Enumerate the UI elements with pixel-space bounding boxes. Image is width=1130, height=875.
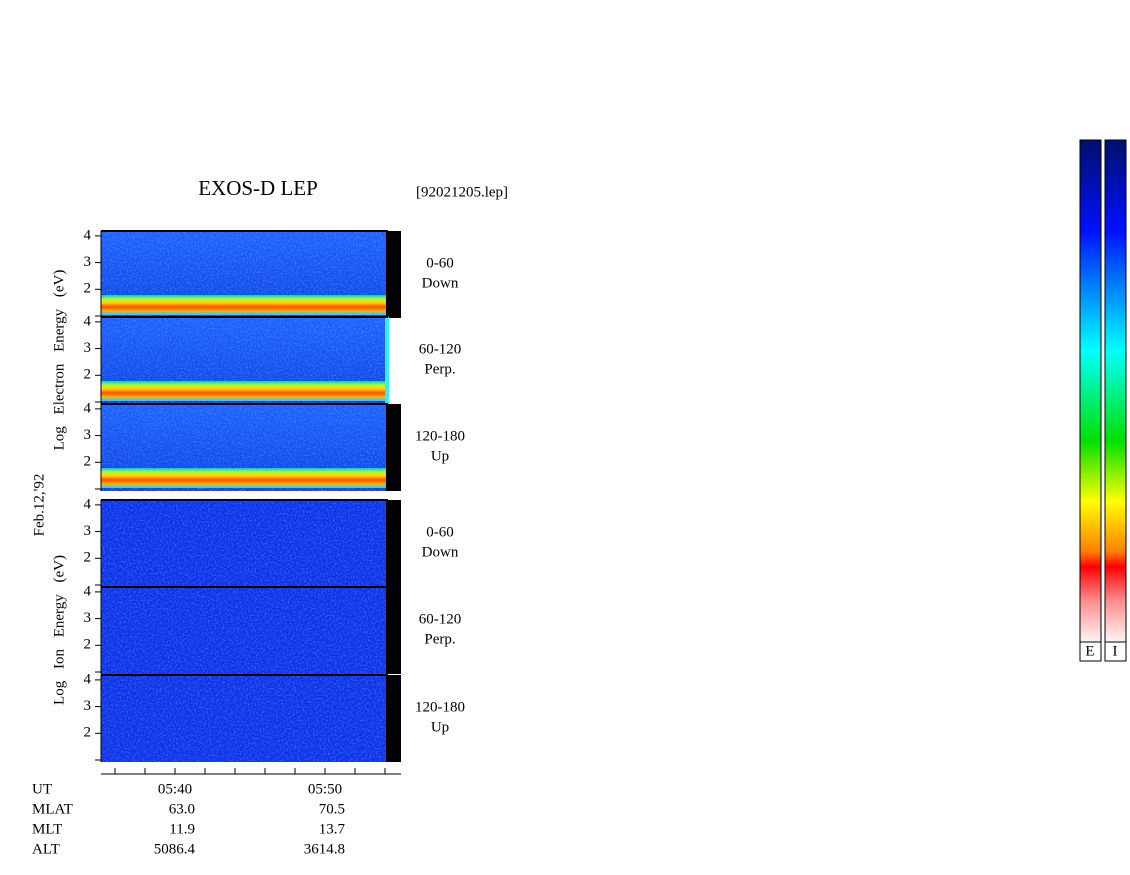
color-bar-box (1104, 641, 1127, 662)
spectrogram-band (101, 468, 388, 488)
data-gap (386, 404, 401, 491)
panel-direction: Down (422, 544, 459, 560)
y-tick-label: 2 (84, 725, 92, 741)
row-label: MLT (32, 821, 62, 837)
spectrogram-noise (101, 587, 388, 674)
data-gap (386, 231, 401, 318)
color-bar-label: E (1085, 643, 1094, 659)
y-tick-label: 3 (84, 427, 92, 443)
panel-direction: Perp. (424, 631, 455, 647)
row-value: 5086.4 (154, 841, 196, 857)
spectrogram-noise (101, 500, 388, 587)
panel-range: 60-120 (419, 341, 462, 357)
y-tick-label: 2 (84, 550, 92, 566)
y-tick-label: 4 (84, 671, 92, 687)
row-value: 05:40 (158, 781, 192, 797)
panel-range: 60-120 (419, 611, 462, 627)
data-gap (386, 587, 401, 674)
data-gap (385, 317, 389, 404)
panel-range: 120-180 (415, 699, 465, 715)
y-tick-label: 3 (84, 698, 92, 714)
file-name: [92021205.lep] (416, 184, 508, 200)
y-tick-label: 2 (84, 454, 92, 470)
panel-direction: Up (431, 448, 449, 464)
date: Feb.12,'92 (31, 474, 47, 537)
row-label: ALT (32, 841, 60, 857)
title: EXOS-D LEP (198, 176, 318, 200)
spectrogram-noise (101, 675, 388, 762)
y-axis-label: Log Ion Energy (eV) (51, 555, 67, 705)
y-tick-label: 3 (84, 340, 92, 356)
panel-direction: Up (431, 719, 449, 735)
y-tick-label: 4 (84, 227, 92, 243)
row-value: 70.5 (319, 801, 345, 817)
panel-direction: Down (422, 275, 459, 291)
panel-range: 0-60 (426, 255, 454, 271)
y-tick-label: 3 (84, 610, 92, 626)
color-bar (1079, 139, 1102, 643)
color-bar-label: I (1113, 643, 1118, 659)
y-tick-label: 2 (84, 367, 92, 383)
data-gap (386, 675, 401, 762)
y-tick-label: 4 (84, 496, 92, 512)
row-value: 13.7 (319, 821, 346, 837)
panel-range: 0-60 (426, 524, 454, 540)
y-axis-label: Log Electron Energy (eV) (51, 270, 67, 451)
y-tick-label: 3 (84, 254, 92, 270)
row-value: 11.9 (169, 821, 195, 837)
color-bar-box (1079, 641, 1102, 662)
panel-range: 120-180 (415, 428, 465, 444)
y-tick-label: 4 (84, 400, 92, 416)
row-value: 63.0 (169, 801, 195, 817)
row-label: MLAT (32, 801, 73, 817)
panel-direction: Perp. (424, 361, 455, 377)
data-gap (386, 500, 401, 587)
y-tick-label: 2 (84, 281, 92, 297)
row-label: UT (32, 781, 52, 797)
color-bar (1104, 139, 1127, 643)
y-tick-label: 4 (84, 313, 92, 329)
y-tick-label: 3 (84, 523, 92, 539)
y-tick-label: 4 (84, 583, 92, 599)
y-tick-label: 2 (84, 637, 92, 653)
row-value: 05:50 (308, 781, 342, 797)
spectrogram-band (101, 295, 388, 315)
row-value: 3614.8 (304, 841, 345, 857)
spectrogram-band (101, 381, 388, 401)
